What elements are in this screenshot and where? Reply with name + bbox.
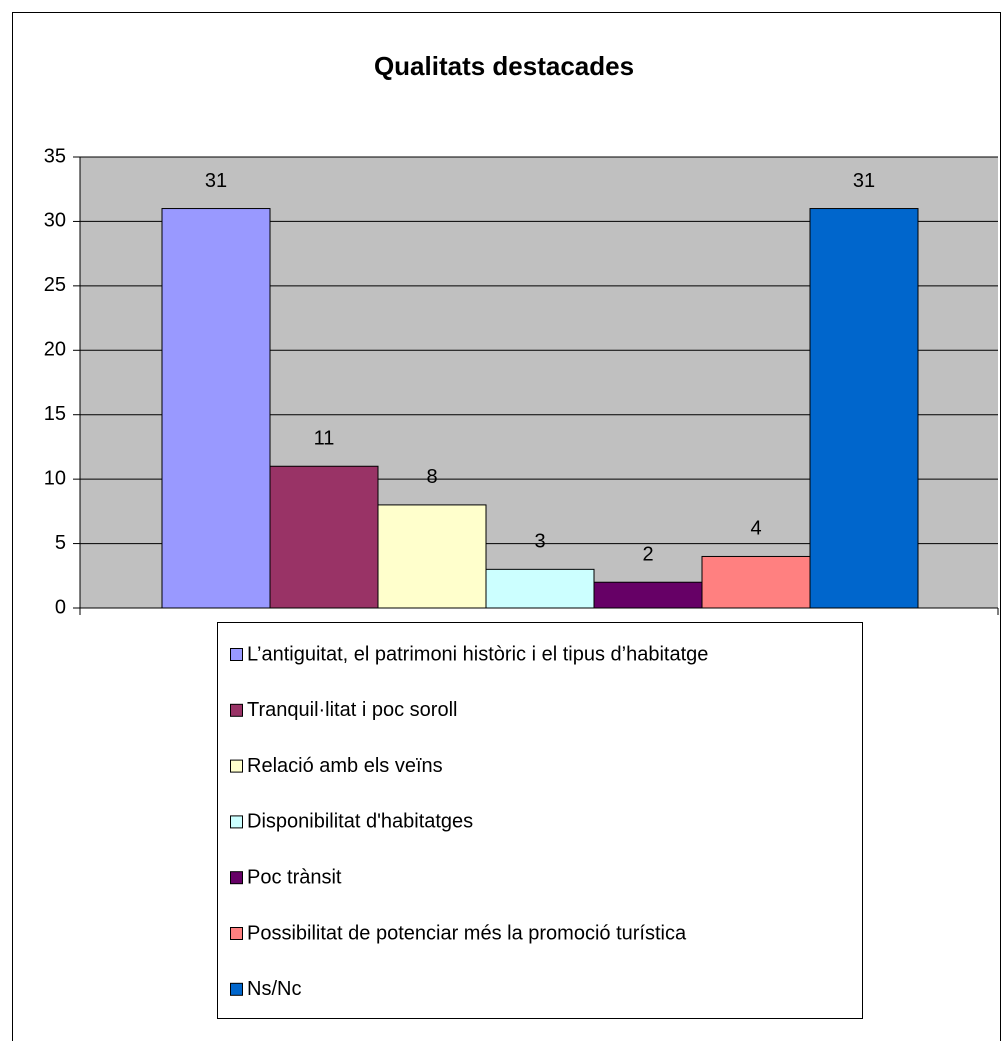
legend-swatch	[230, 815, 243, 829]
y-tick-label: 25	[44, 274, 66, 296]
legend-label: Relació amb els veïns	[247, 755, 443, 777]
value-label: 4	[750, 518, 761, 540]
legend-label: Disponibilitat d'habitatges	[247, 811, 473, 833]
legend-swatch	[230, 648, 243, 661]
legend-label: L’antiguitat, el patrimoni històric i el…	[247, 643, 708, 665]
bar	[701, 555, 811, 609]
y-tick-label: 5	[55, 532, 66, 554]
value-label: 3	[534, 531, 545, 553]
value-label: 2	[642, 544, 653, 566]
value-label: 11	[314, 428, 335, 450]
bar	[485, 568, 595, 609]
legend-swatch	[230, 703, 243, 717]
legend-label: Tranquil·litat i poc soroll	[247, 699, 457, 721]
value-label: 31	[205, 170, 227, 192]
legend-label: Possibilitat de potenciar més la promoci…	[247, 922, 687, 944]
y-tick-label: 10	[44, 467, 66, 489]
bar	[377, 504, 487, 609]
y-tick-label: 0	[55, 596, 66, 618]
value-label: 8	[426, 466, 437, 488]
bar	[809, 208, 919, 609]
y-tick-label: 20	[44, 339, 66, 361]
legend-box	[217, 622, 863, 1019]
y-tick-label: 15	[44, 403, 66, 425]
y-tick-label: 35	[44, 145, 66, 167]
legend-swatch	[230, 982, 243, 996]
legend-label: Ns/Nc	[247, 978, 301, 1000]
bar	[161, 208, 271, 609]
legend-swatch	[230, 927, 243, 940]
y-tick-label: 30	[44, 210, 66, 232]
bar	[269, 465, 379, 609]
bar	[593, 581, 703, 609]
legend-swatch	[230, 759, 243, 773]
value-label: 31	[853, 170, 875, 192]
chart-title: Qualitats destacades	[374, 51, 634, 81]
legend-swatch	[230, 871, 243, 885]
legend-label: Poc trànsit	[247, 866, 342, 888]
